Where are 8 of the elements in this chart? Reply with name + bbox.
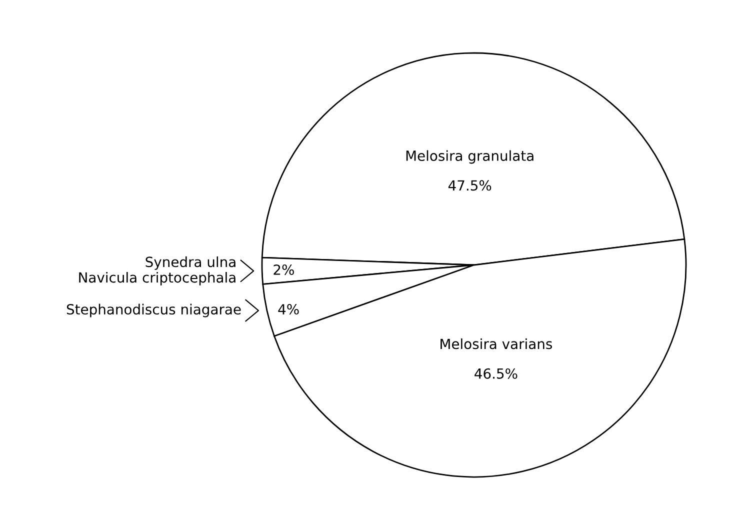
slice-label: Stephanodiscus niagarae [66, 304, 241, 318]
slice-label: Synedra ulna Navicula criptocephala [79, 256, 236, 286]
slice-label: Melosira granulata [406, 150, 534, 164]
data-label: 46.5% [474, 368, 518, 379]
slice-label: Melosira varians [440, 338, 552, 350]
data-label: 2% [274, 264, 294, 275]
data-label: 47.5% [448, 180, 492, 191]
data-label: 4% [278, 304, 299, 315]
